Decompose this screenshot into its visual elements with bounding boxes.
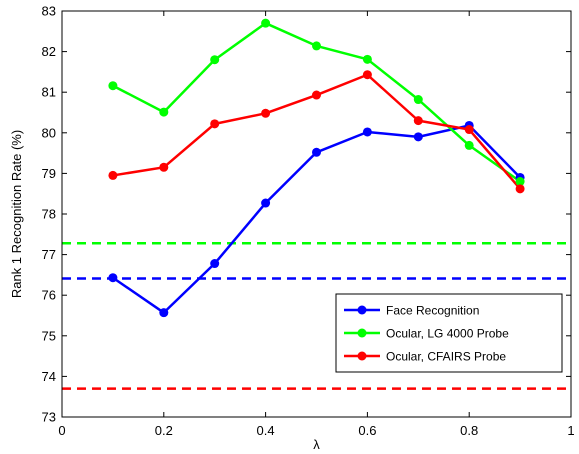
point-ocular-cfairs-probe-5 [362, 70, 372, 80]
point-face-recognition-5 [362, 127, 372, 137]
legend-label: Ocular, LG 4000 Probe [386, 327, 509, 341]
y-tick-label: 73 [42, 410, 56, 425]
y-axis-label: Rank 1 Recognition Rate (%) [9, 130, 24, 298]
y-tick-label: 80 [42, 125, 56, 140]
point-ocular-cfairs-probe-0 [108, 170, 118, 180]
point-face-recognition-4 [312, 147, 321, 157]
legend-item-ocular-lg-4000-probe: Ocular, LG 4000 Probe [344, 327, 509, 341]
baseline-lines [62, 241, 571, 390]
y-tick-label: 75 [42, 328, 56, 343]
x-tick-label: 0.2 [155, 423, 173, 438]
legend-label: Face Recognition [386, 304, 479, 318]
legend-swatch-marker [357, 305, 367, 315]
x-tick-label: 1 [567, 423, 574, 438]
y-tick-label: 76 [42, 288, 56, 303]
x-axis: 0 0.2 0.4 0.6 0.8 1 [58, 11, 575, 438]
series-lines [112, 21, 522, 314]
legend-item-ocular-cfairs-probe: Ocular, CFAIRS Probe [344, 350, 506, 364]
y-tick-label: 77 [42, 247, 56, 262]
y-tick-label: 81 [42, 85, 56, 100]
y-tick-label: 79 [42, 166, 56, 181]
y-tick-label: 74 [42, 369, 56, 384]
x-tick-label: 0.6 [358, 423, 376, 438]
point-face-recognition-3 [261, 198, 271, 208]
point-ocular-lg-4000-probe-2 [210, 55, 220, 65]
point-face-recognition-6 [413, 132, 423, 142]
point-ocular-lg-4000-probe-0 [108, 81, 118, 91]
x-tick-label: 0.8 [460, 423, 478, 438]
point-ocular-cfairs-probe-4 [312, 90, 321, 100]
point-ocular-cfairs-probe-3 [261, 108, 271, 118]
point-ocular-cfairs-probe-6 [413, 116, 423, 126]
point-ocular-lg-4000-probe-8 [515, 177, 525, 187]
point-ocular-lg-4000-probe-7 [464, 140, 474, 150]
point-face-recognition-0 [108, 273, 118, 283]
point-ocular-cfairs-probe-8 [515, 184, 525, 194]
point-ocular-lg-4000-probe-4 [312, 41, 321, 51]
point-ocular-lg-4000-probe-5 [362, 54, 372, 64]
y-axis: 73 74 75 76 77 78 79 80 81 82 83 [42, 4, 571, 425]
y-tick-label: 83 [42, 4, 56, 19]
legend-label: Ocular, CFAIRS Probe [386, 350, 506, 364]
legend-item-face-recognition: Face Recognition [344, 304, 479, 318]
point-ocular-cfairs-probe-2 [210, 119, 220, 129]
y-tick-label: 78 [42, 207, 56, 222]
x-tick-label: 0.4 [257, 423, 275, 438]
series-markers [108, 18, 525, 318]
legend-swatch-marker [357, 328, 367, 338]
point-ocular-cfairs-probe-1 [159, 162, 169, 172]
legend: Face Recognition Ocular, LG 4000 Probe Ocu… [335, 293, 563, 373]
y-tick-label: 82 [42, 44, 56, 59]
x-tick-label: 0 [58, 423, 65, 438]
legend-swatch-marker [357, 351, 367, 361]
x-axis-label: λ [313, 437, 320, 452]
point-face-recognition-2 [210, 259, 220, 269]
point-ocular-cfairs-probe-7 [464, 125, 474, 135]
point-ocular-lg-4000-probe-1 [159, 107, 169, 117]
point-ocular-lg-4000-probe-3 [261, 18, 271, 28]
point-ocular-lg-4000-probe-6 [413, 95, 423, 105]
point-face-recognition-1 [159, 308, 169, 318]
